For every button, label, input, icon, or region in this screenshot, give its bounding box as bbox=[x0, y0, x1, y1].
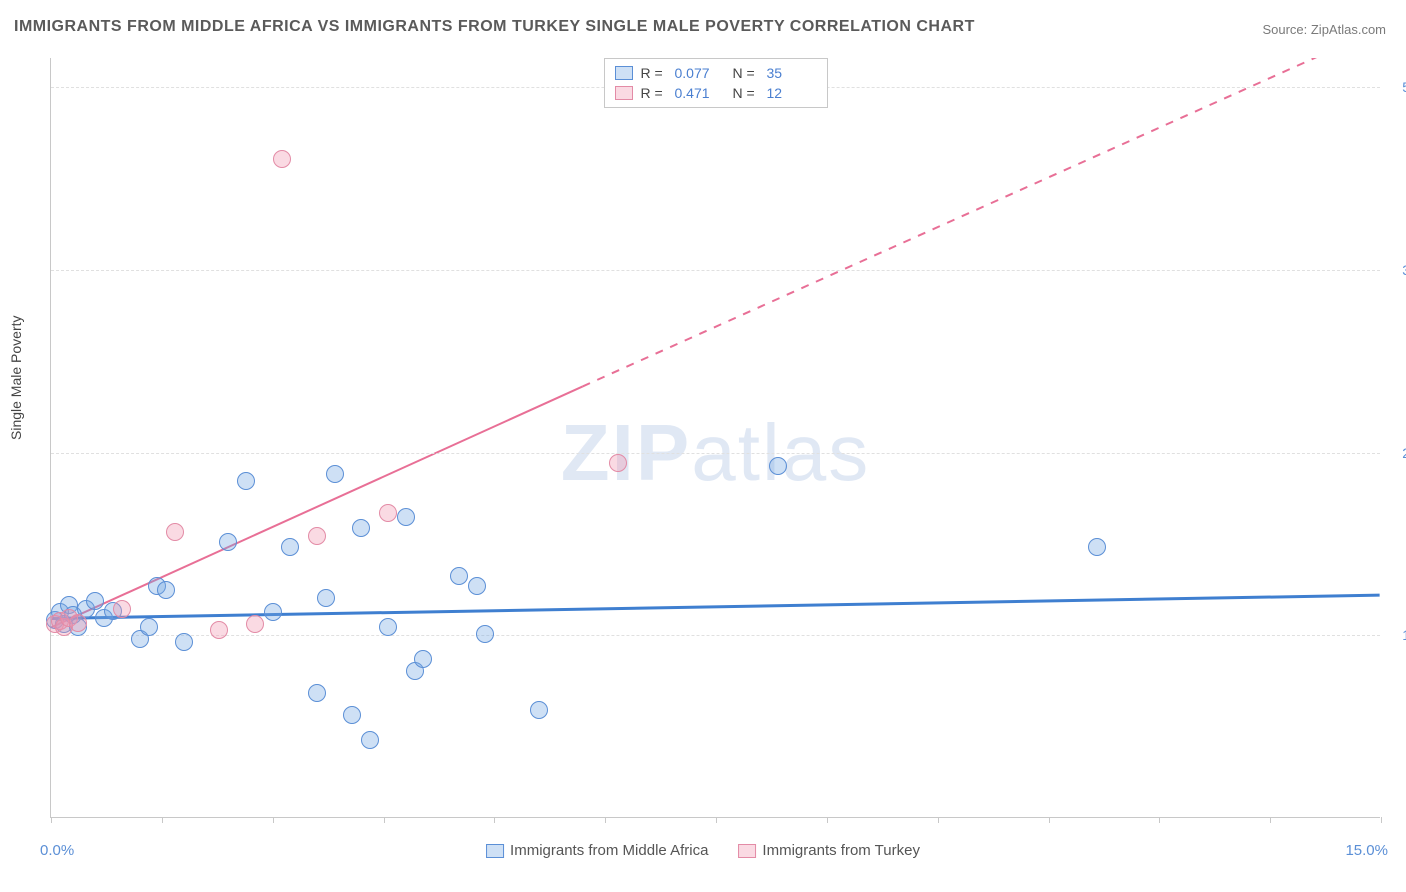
legend-swatch bbox=[738, 844, 756, 858]
legend-series-item: Immigrants from Middle Africa bbox=[486, 842, 708, 859]
y-axis-label: Single Male Poverty bbox=[8, 315, 24, 440]
legend-correlation-row: R = 0.471 N = 12 bbox=[615, 83, 817, 103]
y-tick-label: 50.0% bbox=[1402, 79, 1406, 95]
point-middle-africa bbox=[468, 577, 486, 595]
y-tick-label: 37.5% bbox=[1402, 262, 1406, 278]
legend-n-label: N = bbox=[733, 85, 759, 101]
x-axis-max-label: 15.0% bbox=[1345, 842, 1388, 859]
point-middle-africa bbox=[414, 650, 432, 668]
gridline-horizontal bbox=[51, 635, 1380, 636]
point-middle-africa bbox=[140, 618, 158, 636]
y-tick-label: 12.5% bbox=[1402, 627, 1406, 643]
source-attribution: Source: ZipAtlas.com bbox=[1262, 22, 1386, 37]
point-middle-africa bbox=[769, 457, 787, 475]
y-tick-label: 25.0% bbox=[1402, 445, 1406, 461]
point-middle-africa bbox=[361, 731, 379, 749]
point-middle-africa bbox=[379, 618, 397, 636]
legend-n-value: 12 bbox=[767, 85, 817, 101]
point-middle-africa bbox=[343, 706, 361, 724]
point-turkey bbox=[609, 454, 627, 472]
x-axis-min-label: 0.0% bbox=[40, 842, 74, 859]
x-tick bbox=[384, 817, 385, 823]
x-tick bbox=[162, 817, 163, 823]
x-tick bbox=[716, 817, 717, 823]
legend-swatch bbox=[615, 66, 633, 80]
legend-r-value: 0.077 bbox=[675, 65, 725, 81]
chart-plot-area: ZIPatlas R = 0.077 N = 35 R = 0.471 N = … bbox=[50, 58, 1380, 818]
point-turkey bbox=[69, 614, 87, 632]
legend-series-item: Immigrants from Turkey bbox=[738, 842, 920, 859]
legend-n-value: 35 bbox=[767, 65, 817, 81]
x-tick bbox=[1381, 817, 1382, 823]
point-turkey bbox=[379, 504, 397, 522]
x-tick bbox=[827, 817, 828, 823]
legend-swatch bbox=[615, 86, 633, 100]
x-tick bbox=[1159, 817, 1160, 823]
point-middle-africa bbox=[450, 567, 468, 585]
point-turkey bbox=[246, 615, 264, 633]
point-turkey bbox=[113, 600, 131, 618]
point-middle-africa bbox=[157, 581, 175, 599]
point-middle-africa bbox=[86, 592, 104, 610]
trend-lines-layer bbox=[51, 58, 1380, 817]
legend-n-label: N = bbox=[733, 65, 759, 81]
x-tick bbox=[51, 817, 52, 823]
x-tick bbox=[938, 817, 939, 823]
point-turkey bbox=[210, 621, 228, 639]
gridline-horizontal bbox=[51, 270, 1380, 271]
legend-correlation-box: R = 0.077 N = 35 R = 0.471 N = 12 bbox=[604, 58, 828, 108]
point-middle-africa bbox=[308, 684, 326, 702]
gridline-horizontal bbox=[51, 453, 1380, 454]
point-turkey bbox=[166, 523, 184, 541]
x-tick bbox=[273, 817, 274, 823]
point-middle-africa bbox=[326, 465, 344, 483]
point-middle-africa bbox=[219, 533, 237, 551]
point-middle-africa bbox=[476, 625, 494, 643]
point-middle-africa bbox=[352, 519, 370, 537]
legend-series-label: Immigrants from Turkey bbox=[762, 842, 920, 859]
x-tick bbox=[494, 817, 495, 823]
point-middle-africa bbox=[530, 701, 548, 719]
legend-series: Immigrants from Middle Africa Immigrants … bbox=[486, 842, 920, 859]
point-middle-africa bbox=[317, 589, 335, 607]
legend-swatch bbox=[486, 844, 504, 858]
x-tick bbox=[1270, 817, 1271, 823]
point-middle-africa bbox=[281, 538, 299, 556]
x-tick bbox=[1049, 817, 1050, 823]
legend-r-label: R = bbox=[641, 65, 667, 81]
point-turkey bbox=[308, 527, 326, 545]
point-turkey bbox=[273, 150, 291, 168]
point-middle-africa bbox=[397, 508, 415, 526]
chart-title: IMMIGRANTS FROM MIDDLE AFRICA VS IMMIGRA… bbox=[14, 18, 975, 36]
point-middle-africa bbox=[175, 633, 193, 651]
point-middle-africa bbox=[264, 603, 282, 621]
x-tick bbox=[605, 817, 606, 823]
legend-series-label: Immigrants from Middle Africa bbox=[510, 842, 708, 859]
legend-r-label: R = bbox=[641, 85, 667, 101]
point-middle-africa bbox=[237, 472, 255, 490]
legend-r-value: 0.471 bbox=[675, 85, 725, 101]
legend-correlation-row: R = 0.077 N = 35 bbox=[615, 63, 817, 83]
point-middle-africa bbox=[1088, 538, 1106, 556]
